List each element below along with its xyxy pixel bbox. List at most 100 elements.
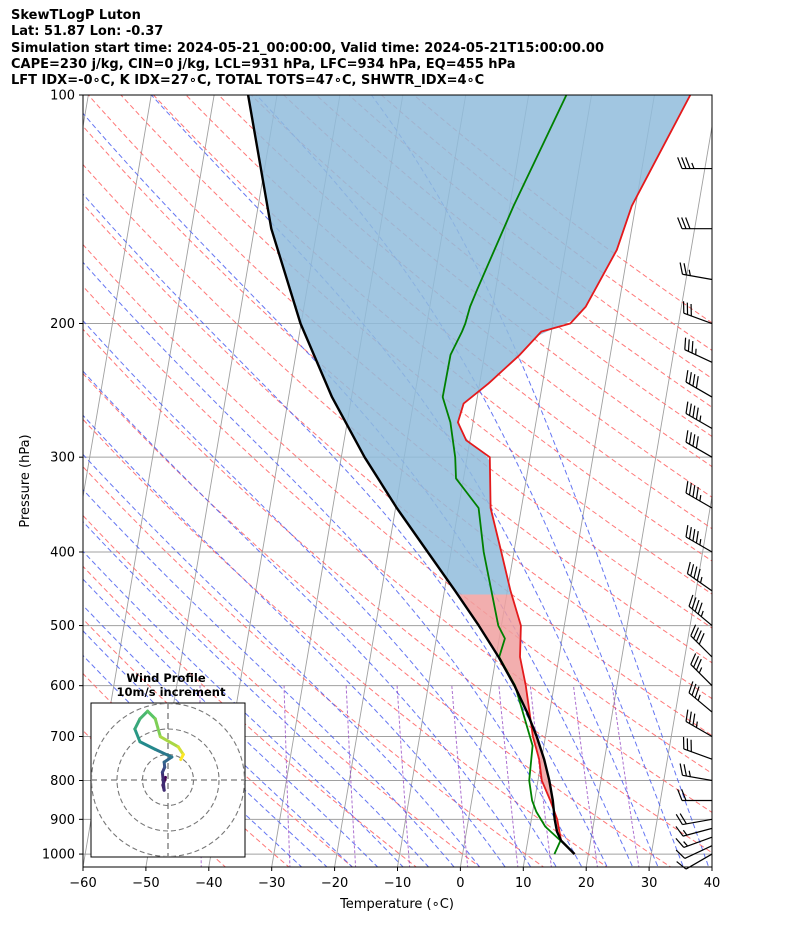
wind-barb xyxy=(685,481,713,509)
hodograph-plot xyxy=(91,703,245,857)
wind-barb-full xyxy=(675,813,683,825)
wind-barb-full xyxy=(690,624,697,637)
wind-barb xyxy=(675,836,713,848)
wind-barb xyxy=(675,826,713,837)
wind-barb-shaft xyxy=(684,845,713,859)
wind-barb xyxy=(688,681,713,713)
y-tick-label: 800 xyxy=(50,774,75,789)
x-tick-label: 40 xyxy=(704,876,721,891)
wind-barb-full xyxy=(692,405,696,418)
wind-barb-full xyxy=(691,683,697,696)
moist-adiabat-line xyxy=(370,95,710,867)
mixing-ratio-line xyxy=(396,685,411,867)
dry-adiabat-line xyxy=(83,514,481,867)
wind-barb-full xyxy=(691,597,697,610)
wind-barb-full xyxy=(677,789,683,801)
wind-barb-full xyxy=(691,341,694,354)
wind-barb xyxy=(677,789,712,802)
wind-barb-full xyxy=(692,713,696,726)
moist-adiabat-line xyxy=(83,414,506,867)
cape-shading xyxy=(457,594,560,832)
wind-barb-full xyxy=(688,483,692,496)
wind-barb xyxy=(685,370,713,398)
wind-barb-half xyxy=(699,538,702,546)
dry-adiabat-line xyxy=(83,729,227,867)
y-tick-label: 500 xyxy=(50,619,75,634)
dry-adiabat-line xyxy=(83,565,417,867)
isotherm-line xyxy=(774,60,794,873)
wind-barb-full xyxy=(696,568,701,581)
y-tick-label: 300 xyxy=(50,451,75,466)
wind-barb-full xyxy=(690,653,697,665)
x-axis-label: Temperature (∘C) xyxy=(339,897,454,912)
y-tick-label: 700 xyxy=(50,730,75,745)
hodograph-segment xyxy=(153,717,162,739)
wind-barb-shaft xyxy=(685,412,713,430)
wind-barb-full xyxy=(695,376,699,389)
parcel-profile-line xyxy=(246,95,576,855)
y-tick-label: 900 xyxy=(50,813,75,828)
header-indices: LFT IDX=-0∘C, K IDX=27∘C, TOTAL TOTS=47∘… xyxy=(11,73,485,89)
wind-barb-shaft xyxy=(685,492,713,509)
x-tick-label: −30 xyxy=(258,876,285,891)
wind-barb-full xyxy=(693,627,699,639)
hodograph-segment xyxy=(153,747,174,759)
wind-barb-shaft xyxy=(690,635,713,658)
wind-barb-shaft xyxy=(682,273,713,281)
wind-barb-half xyxy=(699,576,703,583)
hodograph-segment xyxy=(138,740,157,751)
x-tick-label: −20 xyxy=(321,876,348,891)
moist-adiabat-line xyxy=(83,488,455,867)
header-times: Simulation start time: 2024-05-21_00:00:… xyxy=(11,40,604,56)
wind-barb xyxy=(677,217,712,230)
mixing-ratio-line xyxy=(611,685,640,867)
mixing-ratio-line xyxy=(283,685,291,867)
temperature-profile-line xyxy=(457,95,692,855)
wind-barb-half xyxy=(683,841,689,847)
moist-adiabat-line xyxy=(83,550,404,867)
wind-barb-full xyxy=(695,630,702,642)
wind-barb-full xyxy=(695,658,702,671)
wind-barb-full xyxy=(685,217,691,229)
wind-barb-full xyxy=(685,401,689,414)
x-tick-label: 20 xyxy=(578,876,595,891)
wind-barb-full xyxy=(692,485,696,498)
wind-barb-half xyxy=(698,667,703,674)
mixing-ratio-line xyxy=(529,685,552,867)
dry-adiabat-line xyxy=(83,372,672,867)
wind-barb-full xyxy=(677,217,683,229)
y-tick-label: 400 xyxy=(50,546,75,561)
wind-barb-shaft xyxy=(690,664,713,687)
x-tick-label: −10 xyxy=(384,876,411,891)
wind-barb-half xyxy=(699,415,702,422)
wind-barb xyxy=(679,763,713,782)
wind-barb-shaft xyxy=(682,774,713,782)
wind-barb-full xyxy=(688,681,694,693)
wind-barb-full xyxy=(675,826,684,837)
dry-adiabat-line xyxy=(83,285,712,813)
isotherm-line xyxy=(83,95,89,130)
wind-barb-full xyxy=(685,157,691,169)
wind-barb-shaft xyxy=(682,818,713,826)
wind-barbs xyxy=(675,157,713,870)
wind-barb-shaft xyxy=(688,692,713,713)
wind-barb-half xyxy=(697,694,701,701)
wind-barb-shaft xyxy=(685,536,713,553)
wind-barb-shaft xyxy=(688,605,713,627)
wind-barb-full xyxy=(695,407,699,420)
wind-barb-full xyxy=(685,709,689,722)
x-tick-label: 0 xyxy=(456,876,464,891)
wind-barb-full xyxy=(688,372,692,385)
wind-barb-shaft xyxy=(683,312,713,325)
cin-shading xyxy=(248,95,691,595)
y-tick-label: 100 xyxy=(50,89,75,104)
wind-barb-full xyxy=(692,434,696,447)
moist-adiabat-line xyxy=(83,319,557,867)
hodograph-inset: Wind Profile 10m/s increment xyxy=(90,671,246,858)
wind-barb-full xyxy=(694,599,700,612)
isotherm-line xyxy=(83,95,152,500)
wind-barb-full xyxy=(676,861,687,870)
wind-barb-full xyxy=(681,157,687,169)
dry-adiabat-line xyxy=(83,418,608,867)
